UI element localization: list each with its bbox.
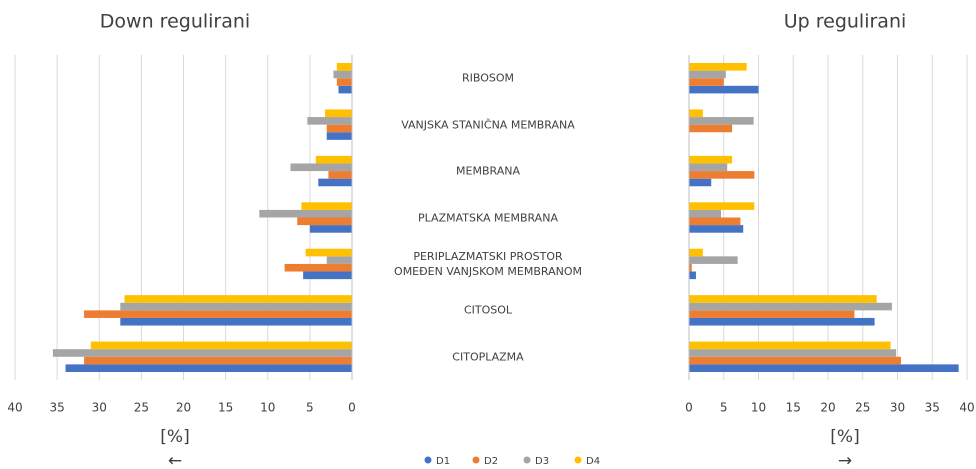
bar <box>689 163 728 172</box>
legend-label: D1 <box>436 456 450 467</box>
axis-arrow: ← <box>168 451 182 469</box>
legend-marker <box>424 456 432 464</box>
bar <box>689 117 754 125</box>
legend-marker <box>523 456 531 464</box>
bar <box>297 217 352 226</box>
bar <box>689 85 759 94</box>
bar <box>84 356 353 365</box>
category-label: CITOPLAZMA <box>452 350 524 364</box>
bar <box>309 225 352 233</box>
bar <box>120 317 352 326</box>
bar <box>333 70 352 79</box>
category-label: PERIPLAZMATSKI PROSTOR OMEĐEN VANJSKOM M… <box>394 249 582 278</box>
bar <box>689 202 755 210</box>
bar <box>689 341 891 350</box>
category-label: VANJSKA STANIČNA MEMBRANA <box>401 118 575 132</box>
panel-title: Up regulirani <box>784 11 907 33</box>
bar <box>120 302 352 311</box>
x-tick-label: 40 <box>7 401 22 415</box>
bar <box>689 302 892 311</box>
legend-marker <box>574 456 582 464</box>
bar <box>290 163 352 172</box>
axis-label: [%] <box>830 427 859 447</box>
x-tick-label: 15 <box>786 401 801 415</box>
x-tick-label: 20 <box>820 401 835 415</box>
category-label: CITOSOL <box>463 303 513 317</box>
bar <box>301 202 352 210</box>
x-tick-label: 0 <box>685 401 693 415</box>
bar <box>328 171 352 179</box>
bar <box>336 63 352 71</box>
bar <box>84 310 353 318</box>
bar <box>336 78 352 86</box>
bar <box>325 109 352 118</box>
bar <box>689 364 959 372</box>
bar <box>124 295 353 303</box>
bar <box>689 63 747 71</box>
x-tick-label: 0 <box>348 401 356 415</box>
x-tick-label: 15 <box>218 401 233 415</box>
bar <box>90 341 352 350</box>
x-tick-label: 20 <box>176 401 191 415</box>
legend-label: D2 <box>484 456 498 467</box>
bar <box>689 70 726 79</box>
bar <box>689 217 741 226</box>
bar <box>689 124 733 133</box>
bar <box>689 310 855 318</box>
x-tick-label: 30 <box>890 401 905 415</box>
bar <box>689 78 724 86</box>
bar <box>689 349 897 357</box>
axis-arrow: → <box>838 451 852 469</box>
bar <box>689 209 721 218</box>
bar <box>326 132 352 140</box>
legend-label: D3 <box>535 456 549 467</box>
x-tick-label: 35 <box>925 401 940 415</box>
bar <box>315 155 352 164</box>
bar <box>307 117 352 125</box>
bar <box>338 85 352 94</box>
x-tick-label: 10 <box>260 401 275 415</box>
category-label: PLAZMATSKA MEMBRANA <box>418 211 558 224</box>
bar <box>689 356 901 365</box>
bar <box>689 155 733 164</box>
category-label: RIBOSOM <box>461 71 515 85</box>
bar <box>689 295 877 303</box>
axis-label: [%] <box>160 427 189 447</box>
x-tick-label: 25 <box>855 401 870 415</box>
bar <box>326 124 352 133</box>
x-tick-label: 25 <box>134 401 149 415</box>
x-tick-label: 5 <box>720 401 728 415</box>
x-tick-label: 35 <box>49 401 64 415</box>
bar <box>689 248 703 257</box>
x-tick-label: 40 <box>959 401 974 415</box>
category-label: MEMBRANA <box>456 164 520 178</box>
bar <box>52 349 352 357</box>
bar <box>318 178 352 187</box>
legend-marker <box>472 456 480 464</box>
bar <box>259 209 352 218</box>
bar <box>689 271 696 280</box>
bar <box>284 263 352 272</box>
bar <box>305 248 352 257</box>
bar <box>689 263 692 272</box>
bar <box>689 178 712 187</box>
bar <box>689 109 703 118</box>
legend-label: D4 <box>586 456 600 467</box>
bar <box>689 317 875 326</box>
x-tick-label: 10 <box>751 401 766 415</box>
bar <box>65 364 353 372</box>
bar <box>689 256 738 264</box>
bar <box>689 171 755 179</box>
x-tick-label: 30 <box>92 401 107 415</box>
x-tick-label: 5 <box>306 401 314 415</box>
panel-title: Down regulirani <box>100 11 250 33</box>
bar <box>326 256 352 264</box>
bar <box>689 225 744 233</box>
bar <box>303 271 352 280</box>
